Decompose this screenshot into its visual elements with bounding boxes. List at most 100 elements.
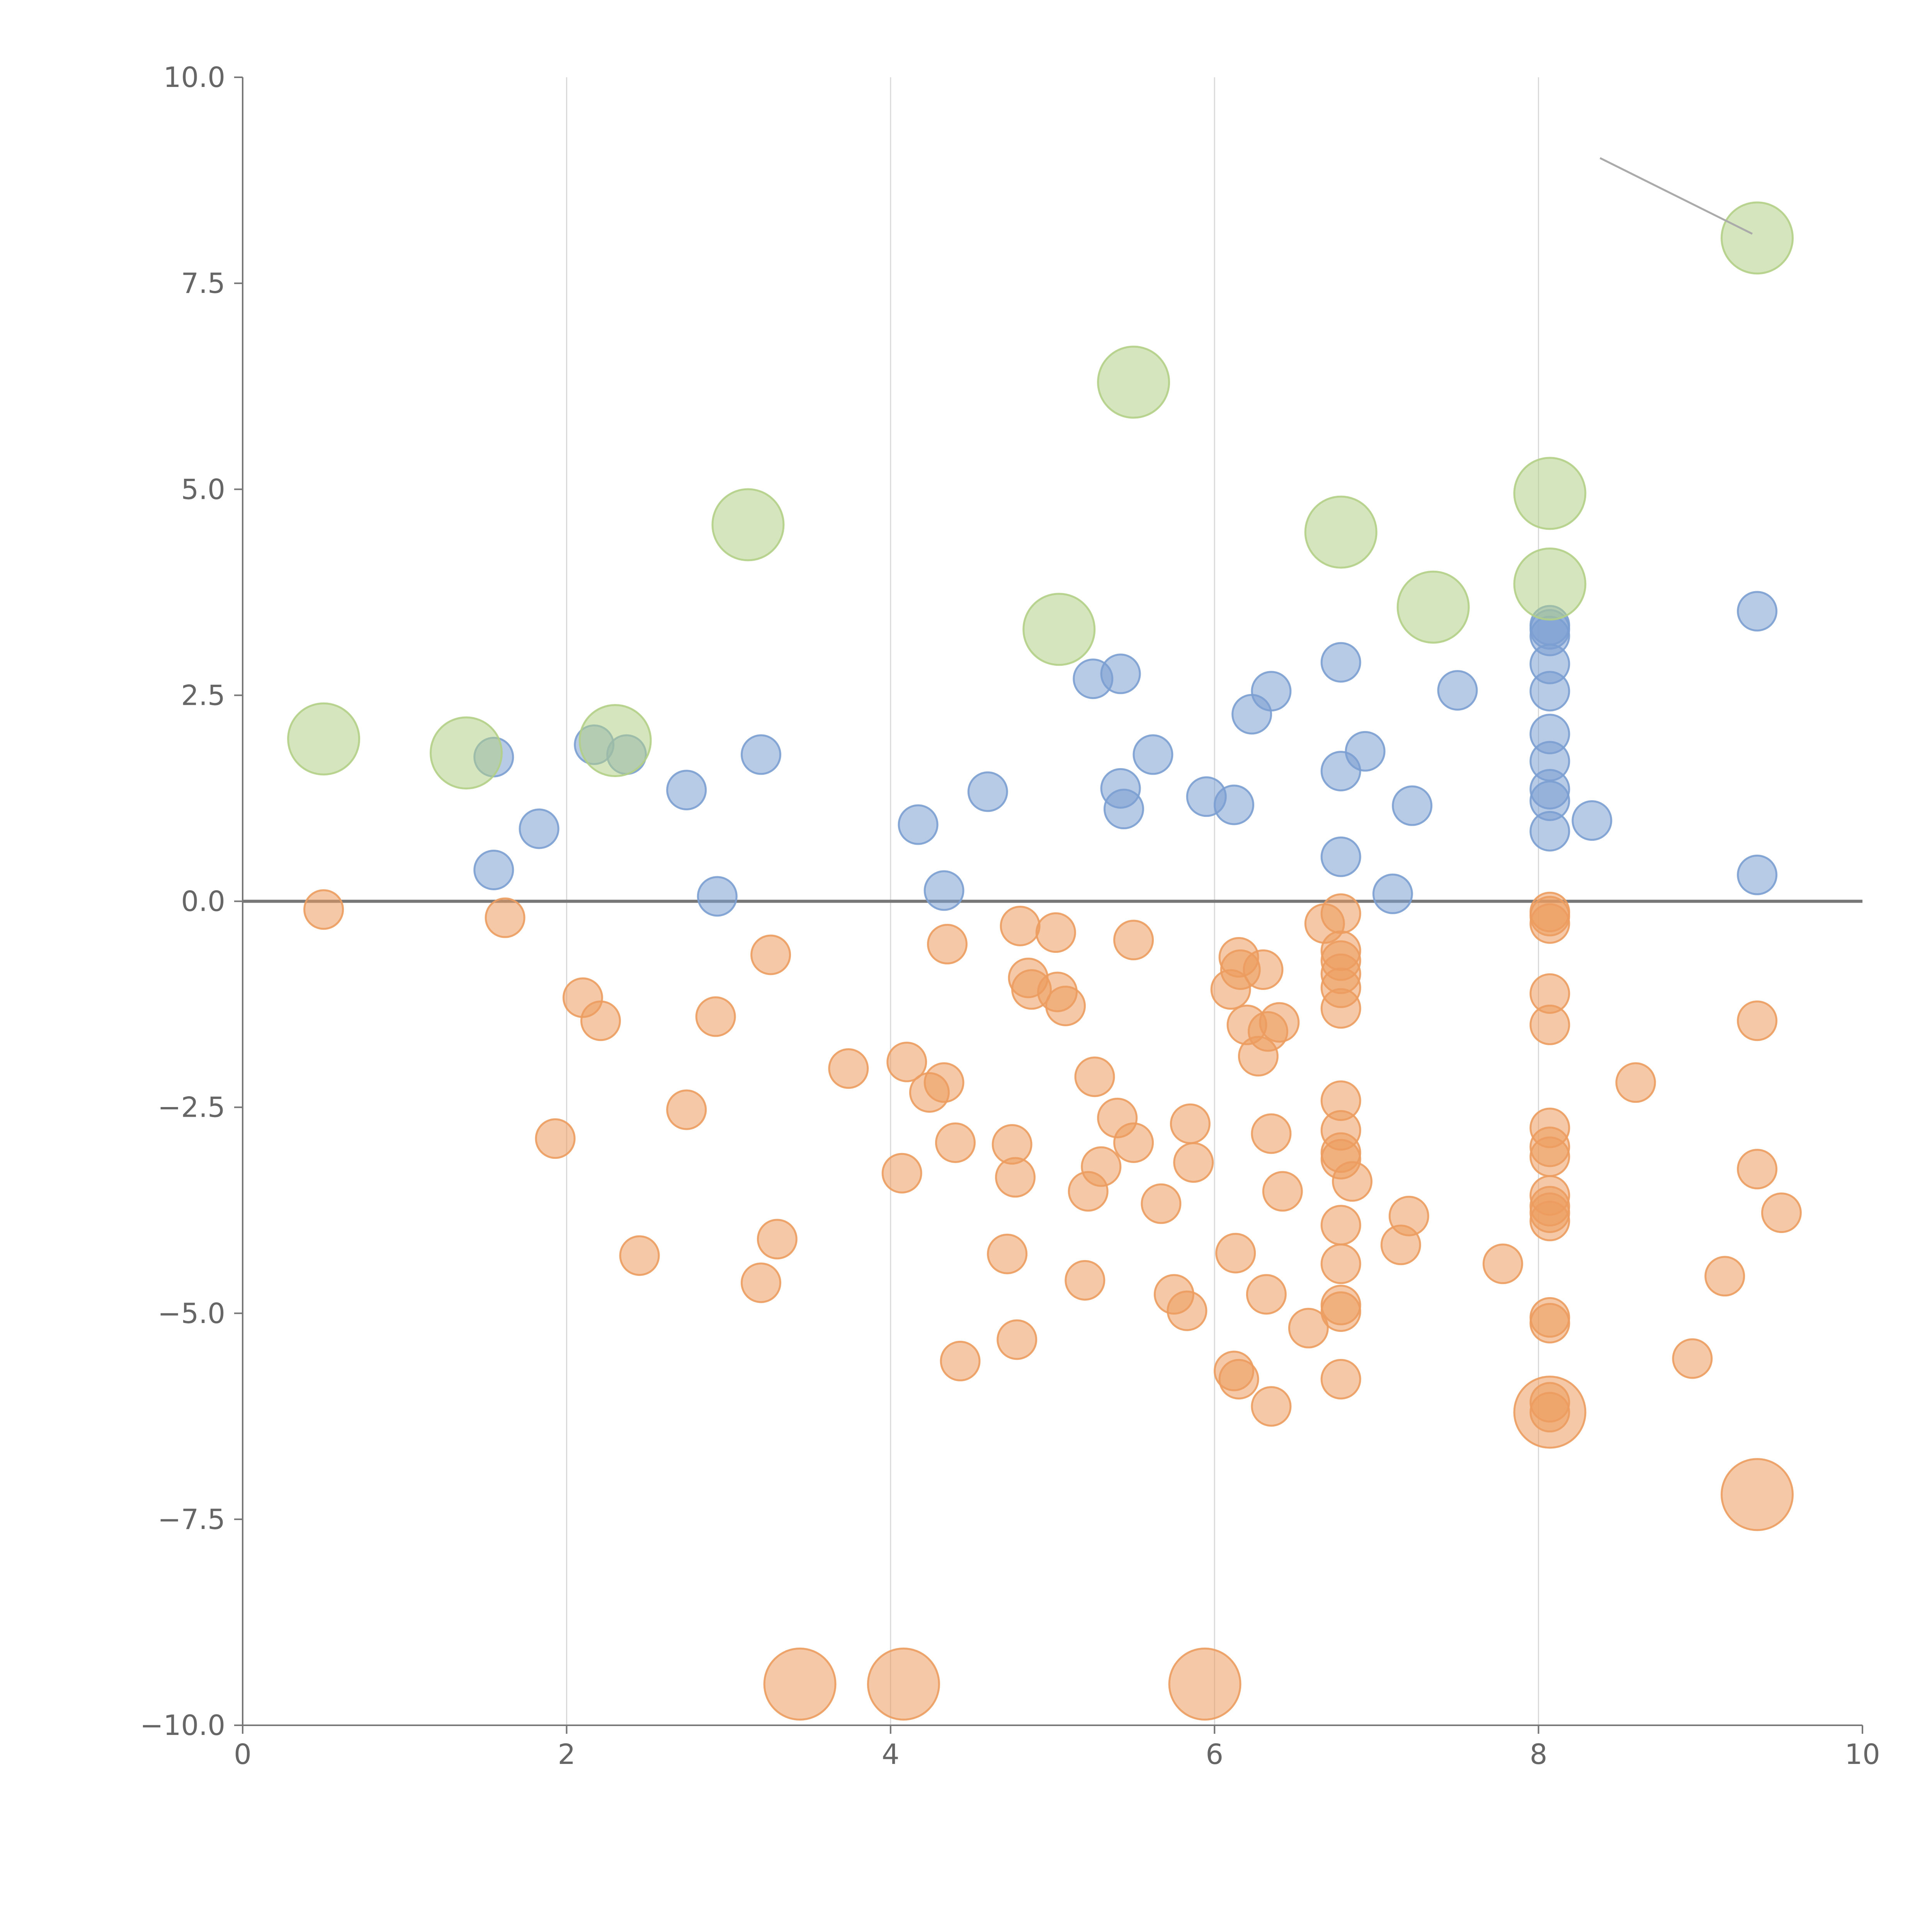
negative-point [987,1233,1028,1274]
negative-point [1761,1192,1802,1233]
negative-point [1320,1243,1361,1284]
negative-point [923,1062,964,1103]
axes: 0 2 4 6 8 10 10.0 7.5 5.0 2.5 0.0 −2.5 −5.0 −7.5 −10.0 [140,61,1880,1770]
negative-point [1332,1161,1373,1202]
positive-point [519,808,560,849]
negative-point [1482,1243,1523,1284]
data-points [287,201,1802,1721]
negative-point [580,1000,621,1041]
positive-point [1320,642,1361,683]
positive-point [1251,671,1292,712]
negative-point [1173,1142,1214,1183]
positive-point [898,804,939,845]
negative-point [1320,988,1361,1029]
negative-point [1045,985,1086,1026]
positive-point [666,770,707,811]
x-tick-label: 6 [1206,1738,1223,1770]
negative-point [303,889,344,930]
positive-point [1133,734,1173,775]
negative-point [1737,1000,1778,1041]
negative-point [1167,1290,1208,1331]
positive-point [1529,811,1570,852]
positive-point [1392,785,1433,826]
negative-point [1113,1122,1154,1163]
positive-point [1100,653,1141,694]
negative-point [881,1153,922,1194]
negative-point [886,1041,927,1082]
negative-point [1246,1274,1287,1315]
outliers-high-point [1513,547,1587,621]
negative-point [535,1118,576,1159]
negative-point [1262,1171,1303,1212]
outliers-high-point [429,716,503,790]
outliers-high-point [578,704,652,777]
negative-point [1074,1056,1115,1097]
annotations [1599,157,1753,235]
negative-point [619,1235,660,1276]
negative-point [1215,1233,1256,1274]
positive-point [740,734,781,775]
negative-point [1320,1205,1361,1246]
positive-point [1214,784,1255,825]
outliers-high-point [1304,495,1378,569]
x-tick-label: 0 [234,1738,252,1770]
negative-point [1320,1291,1361,1332]
x-tick-label: 8 [1530,1738,1548,1770]
positive-point [1437,670,1478,711]
negative-point [1065,1260,1105,1301]
negative-point [1113,920,1154,961]
positive-point [1737,854,1778,895]
y-tick-label: −10.0 [140,1709,225,1742]
negative-point [1529,1201,1570,1242]
outliers-low-point [1513,1376,1587,1449]
y-tick-label: −7.5 [158,1503,225,1536]
positive-point [1345,731,1386,772]
positive-point [967,771,1008,812]
y-tick-label: 2.5 [181,679,225,711]
negative-point [995,1157,1036,1198]
positive-point [1372,873,1413,914]
negative-point [828,1048,869,1089]
negative-point [740,1262,781,1303]
outliers-low-point [1168,1647,1242,1721]
outliers-high-point [1721,201,1794,275]
negative-point [1529,903,1570,944]
negative-point [1035,912,1076,953]
positive-point [697,876,738,917]
x-tick-label: 2 [558,1738,575,1770]
negative-point [1320,893,1361,934]
x-tick-label: 10 [1845,1738,1880,1770]
negative-point [1737,1149,1778,1190]
negative-point [927,923,968,964]
negative-point [935,1122,976,1163]
negative-point [666,1089,707,1130]
negative-point [1288,1308,1329,1349]
positive-point [1737,591,1778,632]
outliers-high-point [711,488,785,561]
negative-point [1170,1103,1211,1144]
negative-point [1243,949,1284,990]
outliers-low-point [867,1647,940,1721]
negative-point [997,1319,1037,1360]
negative-point [1529,1004,1570,1045]
outliers-high-point [1097,345,1170,419]
outliers-low-point [763,1647,837,1721]
negative-point [940,1340,981,1381]
outliers-high-point [1396,570,1470,644]
negative-point [1000,905,1041,946]
negative-point [1320,1359,1361,1400]
x-tick-label: 4 [882,1738,900,1770]
outliers-low-point [1721,1458,1794,1531]
negative-point [1672,1338,1713,1379]
negative-point [1259,1002,1300,1043]
outliers-high-point [1513,457,1587,530]
negative-point [1388,1196,1429,1236]
positive-point [473,849,514,890]
y-tick-label: −5.0 [158,1297,225,1330]
negative-point [1141,1183,1182,1224]
y-tick-label: 10.0 [163,61,225,94]
y-tick-label: 7.5 [181,267,225,299]
negative-point [757,1219,798,1260]
y-tick-label: −2.5 [158,1091,225,1124]
